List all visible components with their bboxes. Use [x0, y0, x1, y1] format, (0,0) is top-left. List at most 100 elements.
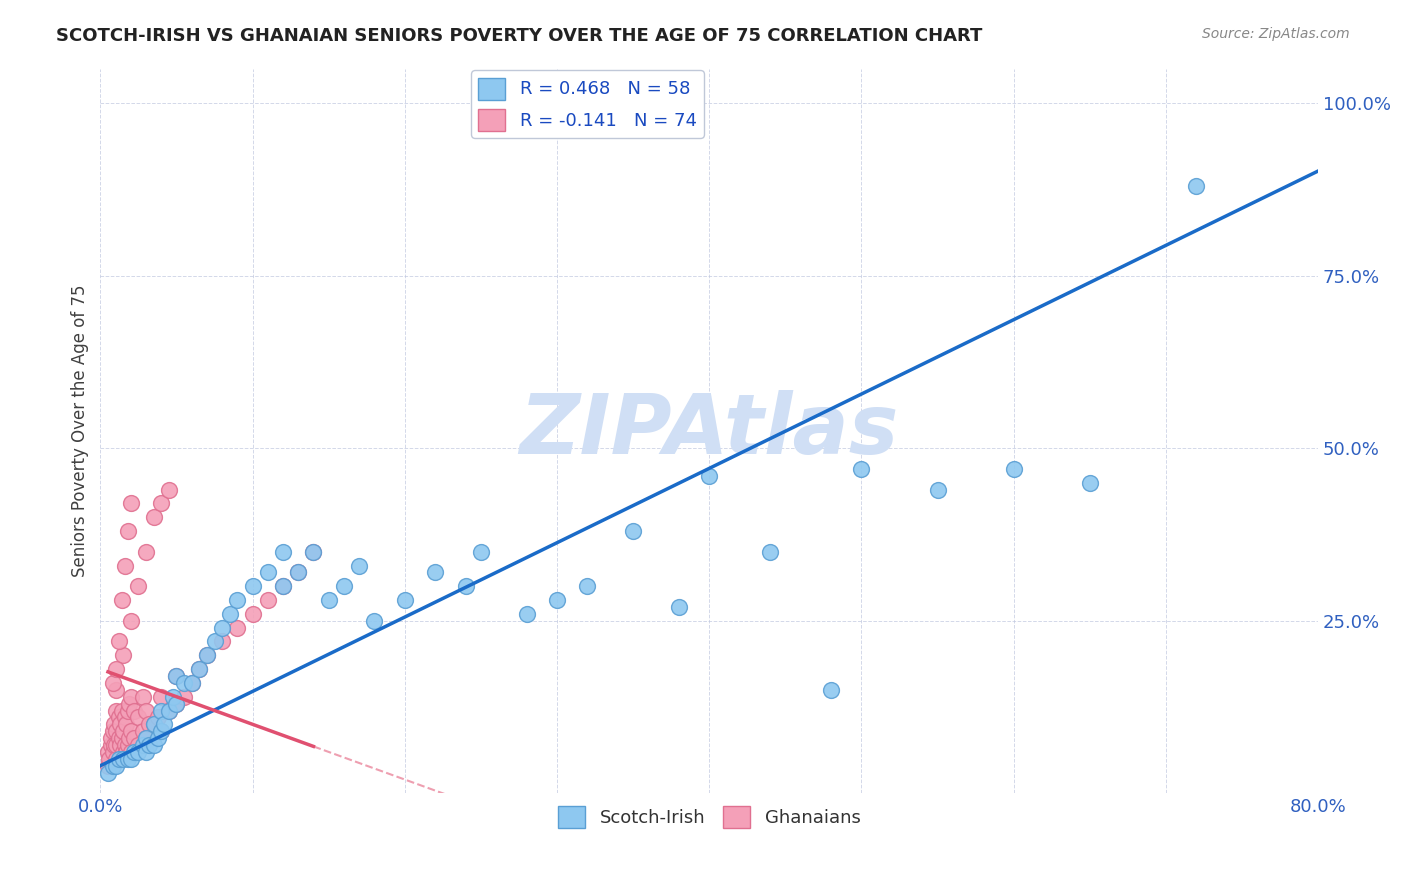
Point: [108, 717, 131, 731]
Point: [157, 704, 180, 718]
Point: [122, 704, 145, 718]
Point: [256, 593, 278, 607]
Point: [120, 724, 142, 739]
Point: [180, 676, 202, 690]
Point: [135, 745, 157, 759]
Point: [107, 634, 129, 648]
Point: [394, 593, 416, 607]
Point: [242, 607, 264, 621]
Point: [166, 669, 188, 683]
Point: [114, 738, 136, 752]
Legend: Scotch-Irish, Ghanaians: Scotch-Irish, Ghanaians: [551, 798, 868, 835]
Point: [118, 731, 141, 745]
Point: [142, 717, 165, 731]
Point: [120, 752, 142, 766]
Point: [142, 717, 165, 731]
Point: [173, 690, 195, 704]
Point: [115, 745, 138, 759]
Point: [104, 752, 127, 766]
Point: [195, 648, 218, 663]
Point: [927, 483, 949, 497]
Point: [347, 558, 370, 573]
Point: [166, 697, 188, 711]
Point: [188, 662, 211, 676]
Point: [98, 752, 121, 766]
Point: [576, 579, 599, 593]
Point: [157, 704, 180, 718]
Point: [101, 724, 124, 739]
Point: [138, 738, 160, 752]
Point: [122, 745, 145, 759]
Point: [120, 690, 142, 704]
Point: [820, 682, 842, 697]
Point: [153, 717, 176, 731]
Point: [204, 634, 226, 648]
Point: [287, 566, 309, 580]
Point: [759, 545, 782, 559]
Point: [218, 607, 240, 621]
Point: [166, 669, 188, 683]
Point: [150, 724, 173, 739]
Point: [114, 710, 136, 724]
Point: [242, 579, 264, 593]
Point: [107, 710, 129, 724]
Point: [148, 710, 170, 724]
Point: [470, 545, 492, 559]
Point: [101, 745, 124, 759]
Point: [100, 731, 122, 745]
Point: [103, 738, 125, 752]
Point: [142, 510, 165, 524]
Point: [271, 545, 294, 559]
Point: [132, 724, 155, 739]
Point: [516, 607, 538, 621]
Point: [112, 745, 135, 759]
Point: [107, 731, 129, 745]
Point: [101, 758, 124, 772]
Point: [117, 738, 139, 752]
Point: [120, 496, 142, 510]
Point: [1078, 475, 1101, 490]
Point: [150, 496, 173, 510]
Point: [188, 662, 211, 676]
Point: [114, 558, 136, 573]
Point: [118, 697, 141, 711]
Point: [132, 738, 155, 752]
Text: Source: ZipAtlas.com: Source: ZipAtlas.com: [1202, 27, 1350, 41]
Point: [621, 524, 644, 538]
Point: [100, 738, 122, 752]
Point: [101, 676, 124, 690]
Point: [851, 462, 873, 476]
Point: [256, 566, 278, 580]
Point: [211, 634, 233, 648]
Point: [127, 710, 149, 724]
Point: [104, 704, 127, 718]
Point: [211, 621, 233, 635]
Point: [122, 731, 145, 745]
Point: [425, 566, 447, 580]
Point: [117, 752, 139, 766]
Point: [173, 676, 195, 690]
Point: [271, 579, 294, 593]
Point: [115, 717, 138, 731]
Point: [120, 614, 142, 628]
Point: [150, 690, 173, 704]
Point: [127, 738, 149, 752]
Point: [135, 704, 157, 718]
Point: [132, 690, 155, 704]
Point: [135, 731, 157, 745]
Point: [117, 704, 139, 718]
Point: [697, 468, 720, 483]
Point: [454, 579, 477, 593]
Point: [546, 593, 568, 607]
Text: ZIPAtlas: ZIPAtlas: [520, 391, 898, 472]
Point: [97, 758, 120, 772]
Point: [127, 579, 149, 593]
Point: [226, 621, 249, 635]
Point: [135, 545, 157, 559]
Point: [363, 614, 385, 628]
Point: [1185, 178, 1208, 193]
Point: [157, 483, 180, 497]
Point: [148, 731, 170, 745]
Point: [111, 593, 134, 607]
Point: [111, 704, 134, 718]
